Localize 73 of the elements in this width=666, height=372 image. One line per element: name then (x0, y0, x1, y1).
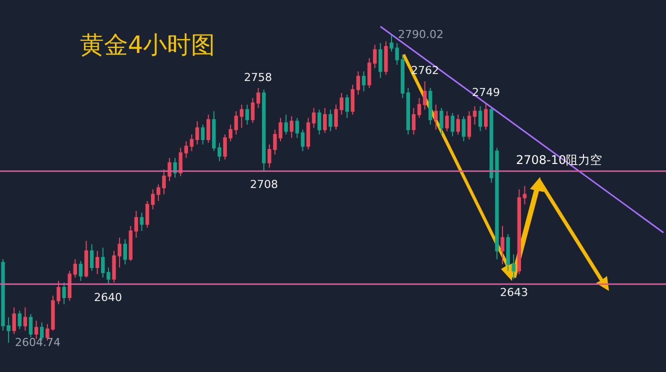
candlestick (440, 107, 444, 136)
candlestick (378, 42, 382, 79)
candlestick (428, 88, 432, 126)
candlestick (472, 106, 477, 126)
candlestick (34, 320, 38, 340)
candlestick (23, 306, 28, 332)
candlestick (284, 114, 288, 136)
candlestick (240, 104, 244, 128)
candlestick (12, 306, 16, 334)
candlestick (262, 89, 266, 172)
candlestick (434, 104, 438, 130)
candlestick (28, 314, 33, 338)
candlestick (312, 107, 316, 128)
candlestick (134, 210, 138, 238)
candlestick (128, 225, 133, 262)
candlestick (445, 110, 449, 132)
candlestick (422, 80, 427, 110)
candlestick (328, 109, 332, 132)
candlestick (195, 120, 200, 146)
annotation: 2790.02 (398, 28, 444, 41)
ref-line-label: 2708-10阻力空 (516, 153, 602, 167)
candlestick (150, 188, 155, 210)
candlestick (206, 114, 210, 144)
candlestick (73, 258, 78, 278)
candlestick (190, 134, 194, 152)
annotation: 2758 (244, 71, 272, 84)
candlestick (78, 260, 83, 282)
candlestick (412, 107, 416, 136)
candlestick (84, 240, 88, 278)
candlestick (290, 116, 294, 138)
candlestick (406, 88, 410, 136)
candlestick (478, 106, 482, 132)
candlestick (345, 94, 349, 118)
candlestick (200, 124, 205, 146)
candlestick (372, 44, 377, 69)
candlestick (68, 270, 72, 302)
candlestick (367, 58, 372, 89)
candlestick (500, 225, 504, 265)
candlestick (356, 70, 360, 96)
candlestick (467, 110, 472, 140)
candlestick (384, 40, 388, 76)
candlestick (522, 186, 527, 205)
candlestick (417, 97, 422, 118)
candlestick (245, 104, 250, 126)
candlestick (123, 238, 127, 265)
annotation: 2708 (250, 178, 278, 191)
candlestick (462, 116, 466, 142)
candlestick (140, 212, 144, 232)
chart-title: 黄金4小时图 (80, 31, 216, 60)
candlestick (178, 147, 182, 177)
candlestick (145, 200, 150, 228)
candlestick (300, 129, 305, 152)
candlestick (362, 70, 366, 92)
candlestick (323, 107, 327, 134)
annotation: 2749 (472, 86, 500, 99)
candlestick (90, 244, 94, 272)
annotation: 2640 (94, 291, 122, 304)
annotation: 2604.74 (15, 336, 60, 349)
candlestick (450, 112, 454, 137)
candlestick (184, 140, 188, 158)
candlestick (295, 117, 300, 138)
candlestick (517, 188, 522, 275)
candlestick (62, 282, 66, 305)
annotation: 2643 (500, 286, 528, 299)
candlestick (317, 109, 322, 136)
candlestick (256, 88, 260, 108)
candlestick (350, 84, 355, 116)
candlestick (95, 250, 100, 275)
candlestick (484, 102, 488, 130)
candlestick (18, 310, 22, 330)
candlestick (306, 117, 310, 150)
candlestick (456, 114, 460, 136)
candlestick (250, 97, 255, 124)
